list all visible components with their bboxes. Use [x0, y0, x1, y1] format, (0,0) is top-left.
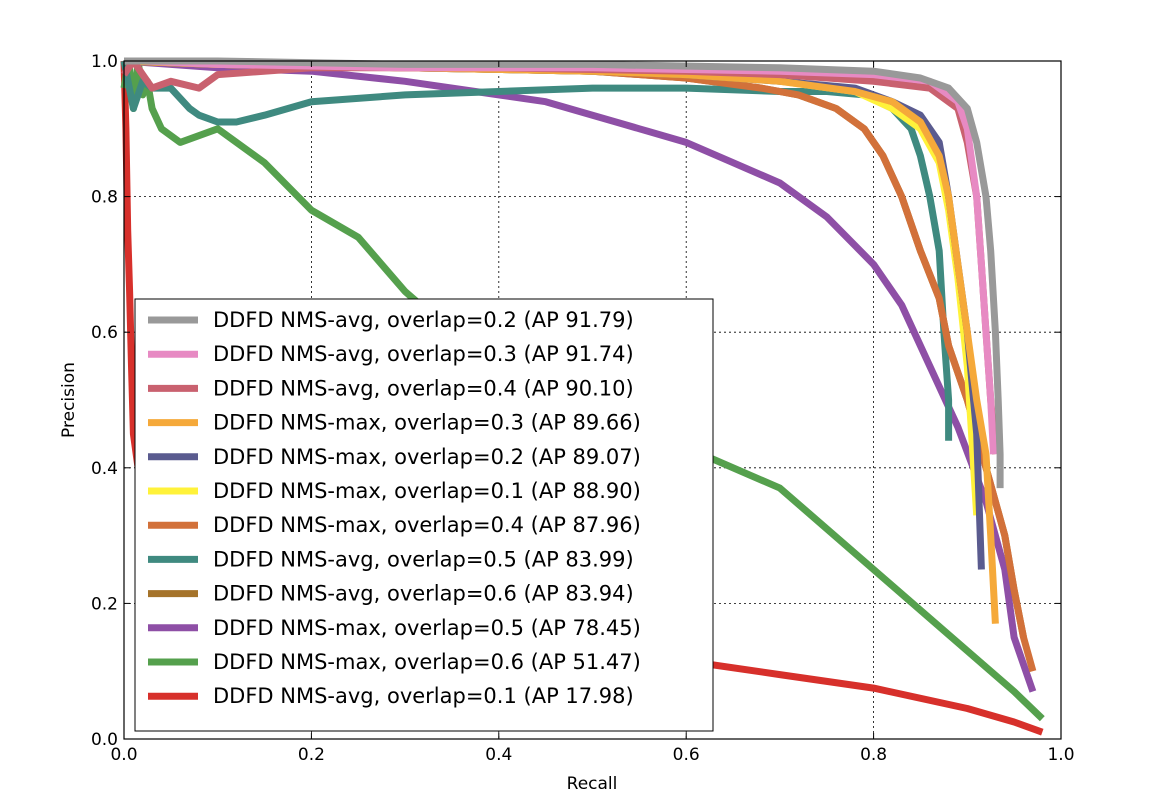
legend-label: DDFD NMS-max, overlap=0.5 (AP 78.45) [213, 616, 641, 640]
legend-label: DDFD NMS-avg, overlap=0.6 (AP 83.94) [213, 582, 634, 606]
series-line [124, 57, 1004, 489]
x-tick-label: 0.8 [860, 745, 887, 765]
legend-label: DDFD NMS-avg, overlap=0.5 (AP 83.99) [213, 547, 634, 571]
legend-label: DDFD NMS-max, overlap=0.1 (AP 88.90) [213, 479, 641, 503]
legend: DDFD NMS-avg, overlap=0.2 (AP 91.79) DDFD… [134, 298, 714, 732]
legend-label: DDFD NMS-max, overlap=0.6 (AP 51.47) [213, 650, 641, 674]
legend-label: DDFD NMS-avg, overlap=0.4 (AP 90.10) [213, 376, 634, 400]
legend-label: DDFD NMS-max, overlap=0.3 (AP 89.66) [213, 411, 641, 435]
y-axis-label: Precision [59, 362, 79, 438]
legend-label: DDFD NMS-avg, overlap=0.1 (AP 17.98) [213, 684, 634, 708]
legend-box [134, 298, 714, 732]
y-tick-label: 0.6 [91, 323, 118, 343]
x-tick-label: 0.0 [110, 745, 137, 765]
y-tick-label: 0.0 [91, 730, 118, 750]
legend-label: DDFD NMS-max, overlap=0.2 (AP 89.07) [213, 445, 641, 469]
x-axis-label: Recall [567, 774, 618, 794]
series-lines [120, 57, 1045, 736]
y-tick-label: 0.2 [91, 594, 118, 614]
x-tick-label: 0.2 [298, 745, 325, 765]
plot-frame [123, 60, 1062, 740]
x-tick-label: 0.6 [673, 745, 700, 765]
legend-label: DDFD NMS-max, overlap=0.4 (AP 87.96) [213, 513, 641, 537]
legend-label: DDFD NMS-avg, overlap=0.3 (AP 91.74) [213, 342, 634, 366]
x-tick-label: 1.0 [1047, 745, 1074, 765]
y-tick-label: 0.8 [91, 188, 118, 208]
legend-label: DDFD NMS-avg, overlap=0.2 (AP 91.79) [213, 308, 634, 332]
y-tick-label: 1.0 [91, 52, 118, 72]
y-tick-label: 0.4 [91, 459, 118, 479]
x-tick-label: 0.4 [485, 745, 512, 765]
axis-ticks: 0.0 0.2 0.4 0.6 0.8 1.0 0.0 0.2 0.4 0.6 0.8 1.0 [91, 52, 1075, 765]
series-line [120, 60, 953, 441]
